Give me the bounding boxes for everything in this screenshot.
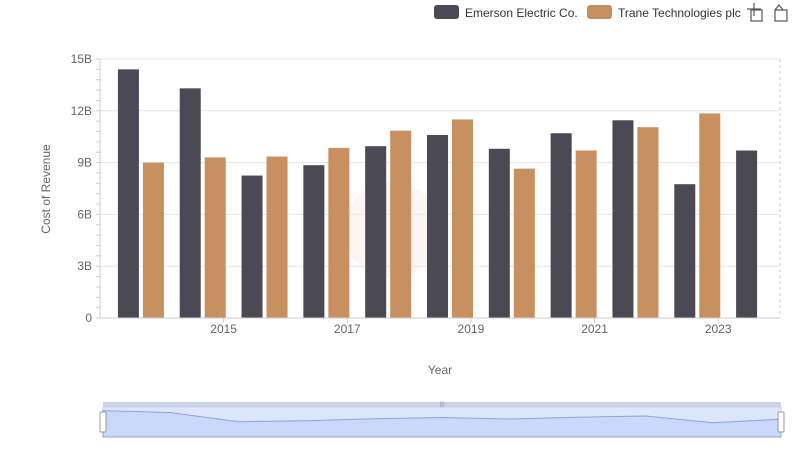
y-tick-label: 15B xyxy=(71,52,92,66)
bar-emerson-2020[interactable] xyxy=(488,148,510,318)
x-tick-label: 2019 xyxy=(458,322,485,336)
bar-emerson-2015[interactable] xyxy=(179,88,201,318)
bar-trane-2018[interactable] xyxy=(390,130,412,318)
legend: Emerson Electric Co. Trane Technologies … xyxy=(434,5,741,20)
y-tick-label: 3B xyxy=(77,259,92,273)
navigator-scrollbar[interactable] xyxy=(103,402,781,407)
legend-label-emerson: Emerson Electric Co. xyxy=(465,6,578,20)
y-tick-label: 6B xyxy=(77,207,92,221)
bars xyxy=(117,69,758,319)
bar-trane-2015[interactable] xyxy=(204,157,226,318)
x-axis: 2015 2017 2019 2021 2023 xyxy=(100,317,780,336)
bar-emerson-2024[interactable] xyxy=(736,150,758,318)
bar-trane-2022[interactable] xyxy=(637,127,659,318)
bar-trane-2017[interactable] xyxy=(328,147,350,318)
bar-emerson-2022[interactable] xyxy=(612,120,634,319)
y-tick-label: 9B xyxy=(77,156,92,170)
navigator-left-handle[interactable] xyxy=(99,411,107,433)
bar-emerson-2018[interactable] xyxy=(365,146,387,318)
legend-item-trane[interactable]: Trane Technologies plc xyxy=(587,5,741,20)
x-axis-title: Year xyxy=(428,363,452,377)
y-axis: 0 3B 6B 9B 12B 15B xyxy=(71,52,101,325)
legend-swatch-trane xyxy=(587,5,612,19)
x-tick-label: 2023 xyxy=(705,322,732,336)
x-tick-label: 2015 xyxy=(210,322,237,336)
legend-item-emerson[interactable]: Emerson Electric Co. xyxy=(434,5,578,20)
y-tick-label: 0 xyxy=(85,311,92,325)
y-tick-label: 12B xyxy=(71,104,92,118)
bar-emerson-2016[interactable] xyxy=(241,175,263,318)
range-navigator[interactable]: ||| xyxy=(99,402,785,438)
x-tick-label: 2021 xyxy=(581,322,608,336)
bar-emerson-2021[interactable] xyxy=(550,133,572,318)
navigator-grip-icon[interactable]: ||| xyxy=(440,402,445,408)
bar-emerson-2014[interactable] xyxy=(117,69,139,318)
bar-trane-2016[interactable] xyxy=(266,156,288,318)
bar-trane-2023[interactable] xyxy=(699,113,721,318)
legend-swatch-emerson xyxy=(434,5,459,19)
bar-trane-2020[interactable] xyxy=(513,168,535,318)
x-tick-label: 2017 xyxy=(334,322,361,336)
bar-emerson-2017[interactable] xyxy=(303,165,325,318)
navigator-series-line xyxy=(102,410,782,438)
bar-trane-2019[interactable] xyxy=(452,119,473,318)
y-axis-title: Cost of Revenue xyxy=(39,144,53,234)
bar-trane-2021[interactable] xyxy=(575,150,597,318)
legend-label-trane: Trane Technologies plc xyxy=(618,6,741,20)
crosshair-zoom-icon[interactable] xyxy=(747,3,763,22)
navigator-right-handle[interactable] xyxy=(777,411,785,433)
bar-emerson-2019[interactable] xyxy=(427,134,448,318)
reset-zoom-icon[interactable] xyxy=(774,4,788,22)
bar-trane-2014[interactable] xyxy=(142,162,164,318)
bar-emerson-2023[interactable] xyxy=(674,184,696,318)
